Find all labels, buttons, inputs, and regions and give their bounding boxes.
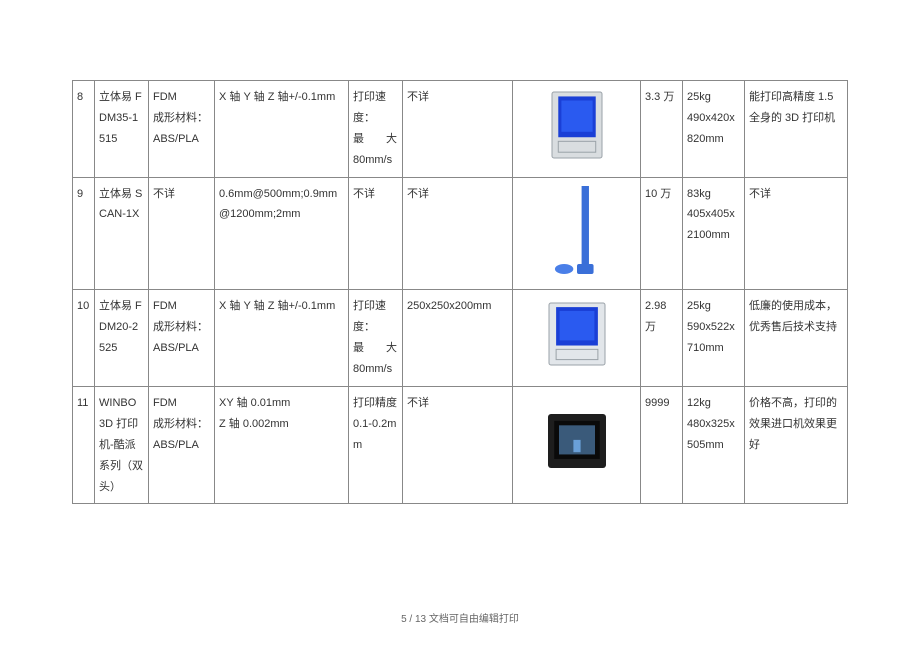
cell-image — [513, 81, 641, 178]
table-row: 11WINBO 3D 打印机-酷派系列（双头）FDM成形材料：ABS/PLAXY… — [73, 387, 848, 504]
cell-name: WINBO 3D 打印机-酷派系列（双头） — [95, 387, 149, 504]
line: 打印精度 — [353, 393, 398, 414]
line: @1200mm;2mm — [219, 204, 344, 225]
line: m — [353, 435, 398, 456]
cell-weight: 25kg490x420x820mm — [683, 81, 745, 178]
cell-build: 不详 — [403, 81, 513, 178]
table-row: 8立体易 FDM35-1515FDM成形材料：ABS/PLAX 轴 Y 轴 Z … — [73, 81, 848, 178]
cell-name: 立体易 SCAN-1X — [95, 177, 149, 290]
cell-tech: 不详 — [149, 177, 215, 290]
line: FDM — [153, 87, 210, 108]
line: 405x405x — [687, 204, 740, 225]
cell-number: 10 — [73, 290, 95, 387]
footer-text: 5 / 13 文档可自由编辑打印 — [401, 614, 519, 625]
cell-build: 不详 — [403, 177, 513, 290]
line: 成形材料： — [153, 317, 210, 338]
cell-price: 10 万 — [641, 177, 683, 290]
cell-tech: FDM成形材料：ABS/PLA — [149, 81, 215, 178]
cell-weight: 83kg405x405x2100mm — [683, 177, 745, 290]
cell-axis: X 轴 Y 轴 Z 轴+/-0.1mm — [215, 290, 349, 387]
line: Z 轴 0.002mm — [219, 414, 344, 435]
printer-black-box-icon — [547, 413, 607, 469]
product-image — [547, 413, 607, 469]
line: 25kg — [687, 87, 740, 108]
line: ABS/PLA — [153, 129, 210, 150]
line: 不详 — [153, 184, 210, 205]
table-row: 9立体易 SCAN-1X不详0.6mm@500mm;0.9mm@1200mm;2… — [73, 177, 848, 290]
line: 12kg — [687, 393, 740, 414]
cell-build: 250x250x200mm — [403, 290, 513, 387]
line: 490x420x — [687, 108, 740, 129]
line: FDM — [153, 296, 210, 317]
line: 最 大 — [353, 338, 398, 359]
cell-price: 9999 — [641, 387, 683, 504]
line: 590x522x — [687, 317, 740, 338]
cell-image — [513, 387, 641, 504]
line: 0.6mm@500mm;0.9mm — [219, 184, 344, 205]
line: 80mm/s — [353, 359, 398, 380]
cell-image — [513, 290, 641, 387]
document-page: 8立体易 FDM35-1515FDM成形材料：ABS/PLAX 轴 Y 轴 Z … — [0, 0, 920, 504]
line: 80mm/s — [353, 150, 398, 171]
line: 710mm — [687, 338, 740, 359]
printer-blue-small-icon — [548, 302, 606, 366]
line: 不详 — [353, 184, 398, 205]
product-image — [554, 184, 600, 276]
cell-name: 立体易 FDM20-2525 — [95, 290, 149, 387]
product-image — [551, 91, 603, 159]
line: 505mm — [687, 435, 740, 456]
line: 最 大 — [353, 129, 398, 150]
line: FDM — [153, 393, 210, 414]
cell-number: 11 — [73, 387, 95, 504]
scanner-blue-tower-icon — [554, 184, 600, 276]
cell-axis: 0.6mm@500mm;0.9mm@1200mm;2mm — [215, 177, 349, 290]
page-footer: 5 / 13 文档可自由编辑打印 — [0, 610, 920, 625]
line: 2100mm — [687, 225, 740, 246]
cell-tech: FDM成形材料：ABS/PLA — [149, 387, 215, 504]
line: 成形材料： — [153, 108, 210, 129]
cell-note: 低廉的使用成本，优秀售后技术支持 — [745, 290, 848, 387]
cell-price: 2.98 万 — [641, 290, 683, 387]
cell-name: 立体易 FDM35-1515 — [95, 81, 149, 178]
table-row: 10立体易 FDM20-2525FDM成形材料：ABS/PLAX 轴 Y 轴 Z… — [73, 290, 848, 387]
cell-note: 能打印高精度 1.5 全身的 3D 打印机 — [745, 81, 848, 178]
line: 25kg — [687, 296, 740, 317]
cell-weight: 12kg480x325x505mm — [683, 387, 745, 504]
cell-tech: FDM成形材料：ABS/PLA — [149, 290, 215, 387]
line: 480x325x — [687, 414, 740, 435]
line: 成形材料： — [153, 414, 210, 435]
line: 打印速度： — [353, 87, 398, 129]
cell-number: 9 — [73, 177, 95, 290]
cell-weight: 25kg590x522x710mm — [683, 290, 745, 387]
cell-axis: XY 轴 0.01mmZ 轴 0.002mm — [215, 387, 349, 504]
cell-price: 3.3 万 — [641, 81, 683, 178]
cell-speed: 打印速度：最 大80mm/s — [349, 81, 403, 178]
cell-build: 不详 — [403, 387, 513, 504]
cell-number: 8 — [73, 81, 95, 178]
line: 0.1-0.2m — [353, 414, 398, 435]
cell-note: 价格不高，打印的效果进口机效果更好 — [745, 387, 848, 504]
product-image — [548, 302, 606, 366]
line: XY 轴 0.01mm — [219, 393, 344, 414]
line: ABS/PLA — [153, 338, 210, 359]
cell-speed: 不详 — [349, 177, 403, 290]
cell-speed: 打印速度：最 大80mm/s — [349, 290, 403, 387]
cell-note: 不详 — [745, 177, 848, 290]
cell-speed: 打印精度0.1-0.2mm — [349, 387, 403, 504]
printer-spec-table: 8立体易 FDM35-1515FDM成形材料：ABS/PLAX 轴 Y 轴 Z … — [72, 80, 848, 504]
line: 820mm — [687, 129, 740, 150]
line: ABS/PLA — [153, 435, 210, 456]
printer-blue-cabinet-icon — [551, 91, 603, 159]
line: 83kg — [687, 184, 740, 205]
cell-axis: X 轴 Y 轴 Z 轴+/-0.1mm — [215, 81, 349, 178]
line: 打印速度： — [353, 296, 398, 338]
cell-image — [513, 177, 641, 290]
